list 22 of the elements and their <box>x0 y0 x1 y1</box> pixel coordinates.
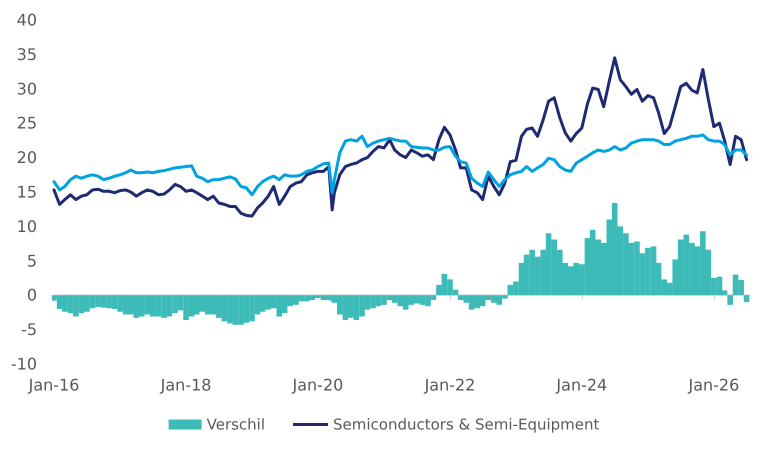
legend-label: Semiconductors & Semi-Equipment <box>333 416 600 434</box>
x-tick-label: Jan-16 <box>28 376 80 394</box>
x-tick-label: Jan-22 <box>424 376 476 394</box>
y-tick-label: 35 <box>16 44 37 64</box>
y-tick-label: 0 <box>26 286 37 305</box>
x-tick-label: Jan-24 <box>555 376 608 394</box>
y-tick-label: 5 <box>26 251 37 270</box>
y-tick-label: 20 <box>16 148 37 168</box>
y-tick-label: 40 <box>16 10 37 30</box>
x-tick-label: Jan-18 <box>160 376 212 394</box>
legend-label: Verschil <box>206 416 266 434</box>
y-tick-label: 25 <box>16 114 37 133</box>
line-series <box>52 133 748 196</box>
y-tick-label: -5 <box>21 320 37 340</box>
x-tick-label: Jan-20 <box>292 376 344 394</box>
x-tick-label: Jan-26 <box>687 376 740 394</box>
y-tick-label: 10 <box>16 216 37 236</box>
line-series <box>52 56 748 218</box>
y-tick-label: 15 <box>16 182 37 202</box>
bar <box>744 295 750 302</box>
y-tick-label: 30 <box>16 79 37 98</box>
y-tick-label: -10 <box>10 354 37 374</box>
